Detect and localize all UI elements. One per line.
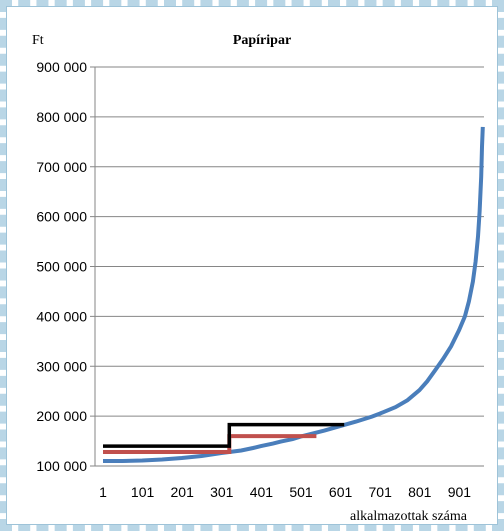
x-tick-label: 101 xyxy=(131,484,155,500)
y-tick-label: 100 000 xyxy=(36,458,87,474)
chart-title: Papíripar xyxy=(233,33,291,48)
y-tick-label: 200 000 xyxy=(36,408,87,424)
x-tick-label: 501 xyxy=(289,484,313,500)
x-tick-labels: 1 101 201 301 401 501 601 701 801 901 xyxy=(99,484,471,500)
y-tick-label: 500 000 xyxy=(36,259,87,275)
x-axis-label: alkalmazottak száma xyxy=(350,509,468,524)
series-line-3 xyxy=(103,422,345,448)
y-tick-label: 300 000 xyxy=(36,358,87,374)
y-axis-label: Ft xyxy=(32,33,44,48)
x-tick-label: 1 xyxy=(99,484,107,500)
y-tick-label: 800 000 xyxy=(36,109,87,125)
series-line-2 xyxy=(103,434,317,454)
series-group xyxy=(103,126,485,463)
x-tick-label: 601 xyxy=(329,484,353,500)
x-tick-label: 801 xyxy=(408,484,432,500)
x-tick-label: 401 xyxy=(250,484,274,500)
x-tick-label: 901 xyxy=(448,484,472,500)
x-tick-label: 201 xyxy=(171,484,195,500)
chart-area xyxy=(6,6,498,525)
y-tick-label: 600 000 xyxy=(36,209,87,225)
y-tick-label: 700 000 xyxy=(36,159,87,175)
y-tick-label: 400 000 xyxy=(36,308,87,324)
series-line-1 xyxy=(103,126,485,463)
x-tick-label: 701 xyxy=(369,484,393,500)
y-tick-labels: 100 000 200 000 300 000 400 000 500 000 600 0… xyxy=(36,59,87,474)
gridlines xyxy=(90,66,484,467)
x-tick-label: 301 xyxy=(210,484,234,500)
y-tick-label: 900 000 xyxy=(36,59,87,75)
